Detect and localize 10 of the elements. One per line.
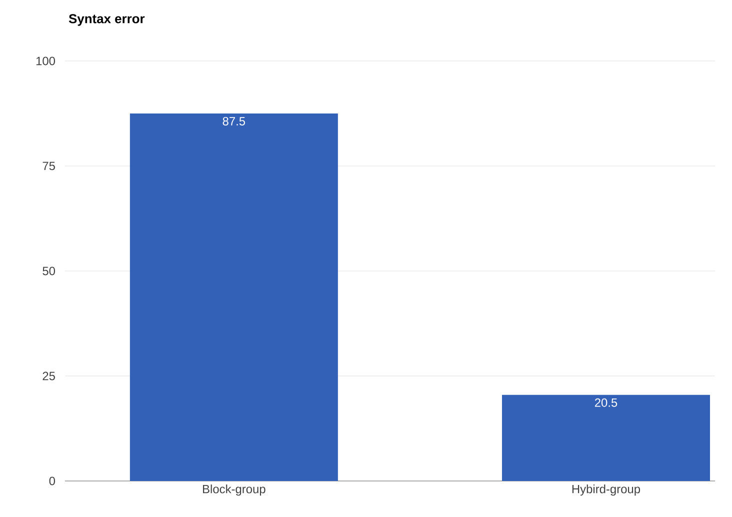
y-tick-label: 25 bbox=[42, 372, 55, 380]
y-tick-label: 75 bbox=[42, 162, 55, 170]
data-label: 20.5 bbox=[594, 398, 618, 407]
x-tick-label: Hybird-group bbox=[572, 484, 640, 496]
y-tick-label: 0 bbox=[49, 476, 56, 486]
y-tick-label: 100 bbox=[36, 56, 56, 66]
data-label: 87.5 bbox=[222, 117, 246, 126]
y-tick-label: 50 bbox=[42, 266, 56, 276]
x-tick-label: Block-group bbox=[203, 484, 266, 496]
chart-title: Syntax error bbox=[68, 14, 145, 26]
